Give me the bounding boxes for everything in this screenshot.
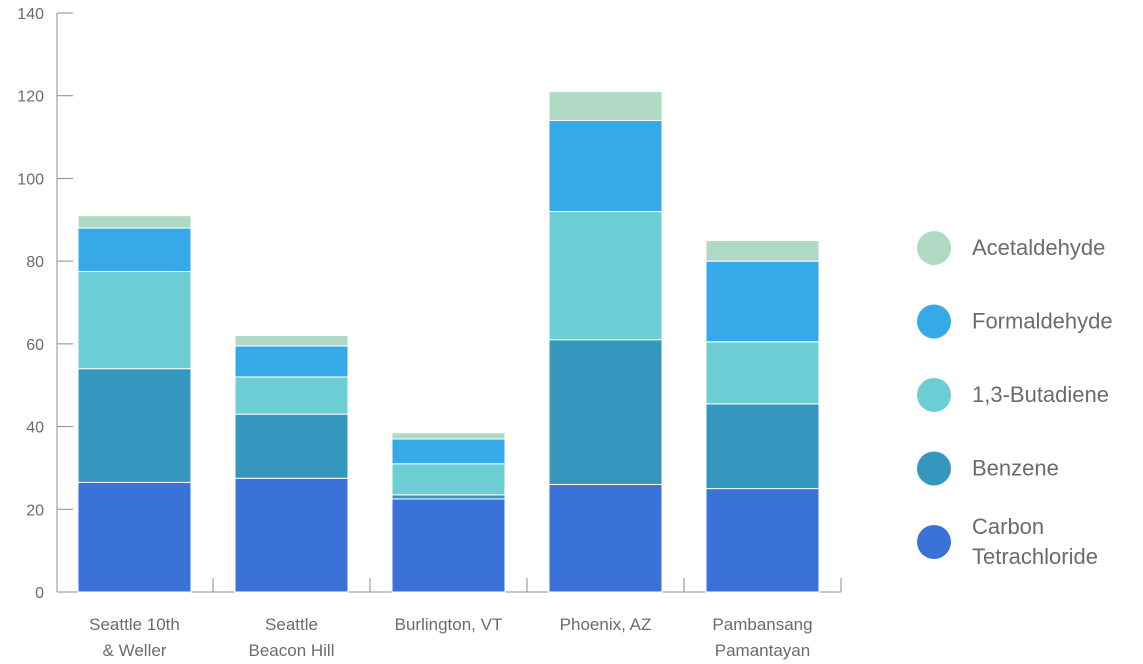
bar-segment — [234, 477, 349, 593]
legend-label: Acetaldehyde — [972, 235, 1105, 260]
bar-segment — [705, 403, 820, 490]
x-category-label-line: Beacon Hill — [249, 641, 335, 660]
y-tick-label: 60 — [26, 337, 44, 354]
legend-label: Carbon Tetrachloride — [972, 514, 1098, 569]
bar-segment — [391, 463, 506, 496]
y-axis: 0 20 40 60 80 100 120 140 — [17, 6, 73, 602]
bar-segment — [391, 432, 506, 440]
legend-label-line: Benzene — [972, 456, 1059, 481]
bar-segment — [77, 227, 192, 272]
y-tick-label: 100 — [17, 171, 44, 188]
x-category-label: Pambansang Pamantayan — [712, 615, 812, 660]
legend-swatch — [917, 231, 951, 265]
y-tick-label: 20 — [26, 502, 44, 519]
legend-label-line: Carbon — [972, 514, 1044, 539]
x-category-label: Phoenix, AZ — [560, 615, 652, 634]
x-category-label-line: Pamantayan — [715, 641, 810, 660]
legend-label-line: Formaldehyde — [972, 309, 1113, 334]
x-category-label-line: & Weller — [103, 641, 167, 660]
bar-segment — [391, 494, 506, 500]
x-category-label: Seattle Beacon Hill — [249, 615, 335, 660]
legend-label-line: Tetrachloride — [972, 544, 1098, 569]
bar-segment — [234, 413, 349, 479]
legend-swatch — [917, 378, 951, 412]
bar-segment — [77, 368, 192, 483]
bar-segment — [234, 376, 349, 415]
bar-segment — [77, 270, 192, 370]
legend-label-line: Acetaldehyde — [972, 235, 1105, 260]
x-category-label-line: Burlington, VT — [395, 615, 503, 634]
bar-segment — [548, 211, 663, 341]
bar-segment — [705, 488, 820, 593]
legend-label: Benzene — [972, 456, 1059, 481]
bar-segment — [705, 260, 820, 343]
bars — [77, 91, 820, 593]
legend: Acetaldehyde Formaldehyde 1,3-Butadiene Ben… — [917, 231, 1113, 569]
bar-segment — [705, 239, 820, 262]
bar-segment — [234, 345, 349, 378]
bar-segment — [77, 481, 192, 593]
x-category-label: Seattle 10th & Weller — [89, 615, 180, 660]
bar-segment — [705, 341, 820, 405]
y-tick-label: 80 — [26, 254, 44, 271]
x-category-label-line: Seattle 10th — [89, 615, 180, 634]
legend-swatch — [917, 304, 951, 339]
bar-segment — [391, 438, 506, 465]
bar-segment — [548, 120, 663, 213]
x-category-label: Burlington, VT — [395, 615, 503, 634]
legend-swatch — [917, 451, 951, 486]
y-tick-label: 140 — [17, 6, 44, 23]
legend-swatch — [917, 525, 951, 559]
x-category-label-line: Phoenix, AZ — [560, 615, 652, 634]
legend-label: 1,3-Butadiene — [972, 382, 1109, 407]
legend-label: Formaldehyde — [972, 309, 1113, 334]
x-category-label-line: Pambansang — [712, 615, 812, 634]
x-category-label-line: Seattle — [265, 615, 318, 634]
bar-segment — [548, 483, 663, 593]
y-tick-label: 0 — [35, 585, 44, 602]
bar-segment — [548, 339, 663, 485]
bar-segment — [391, 498, 506, 593]
bar-segment — [548, 91, 663, 122]
legend-label-line: 1,3-Butadiene — [972, 382, 1109, 407]
bar-segment — [234, 335, 349, 347]
y-tick-label: 120 — [17, 89, 44, 106]
y-tick-label: 40 — [26, 420, 44, 437]
bar-segment — [77, 215, 192, 229]
x-axis: Seattle 10th & Weller Seattle Beacon Hill Bu… — [57, 578, 842, 660]
